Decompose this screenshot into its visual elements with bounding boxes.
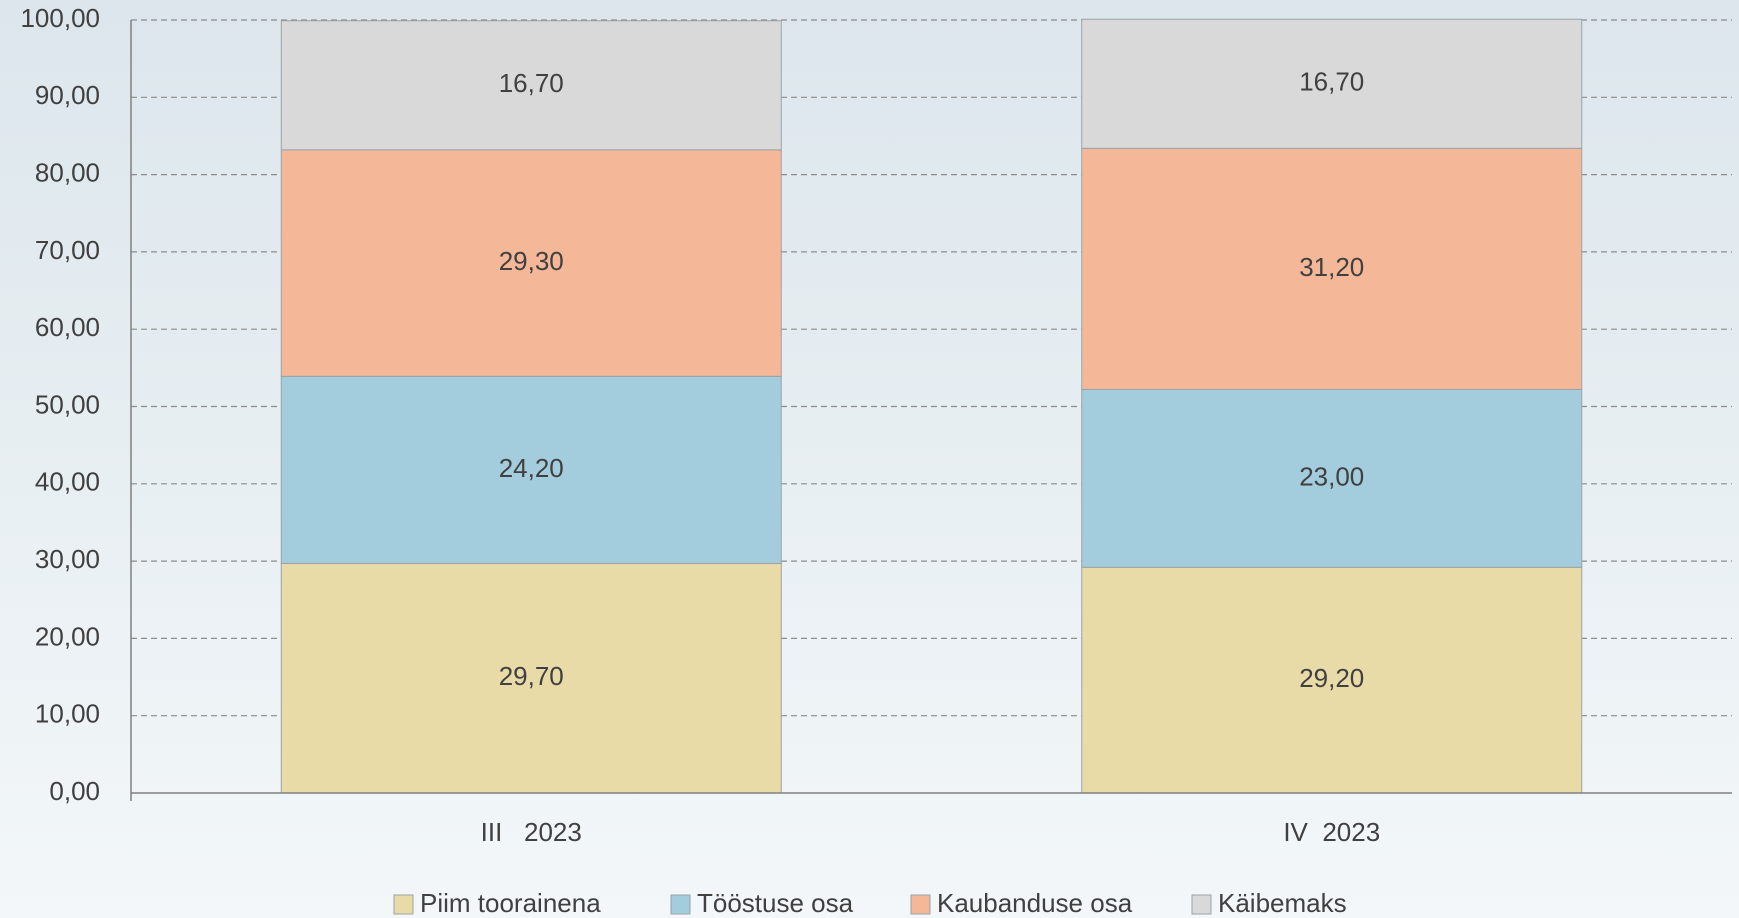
legend-label: Tööstuse osa [697,888,854,918]
bar-segment [1081,566,1583,794]
bar-segment [280,375,782,564]
bar-segment [1081,147,1583,390]
data-label: 31,20 [1299,252,1364,282]
y-tick-label: 20,00 [35,621,100,651]
y-tick-label: 0,00 [49,776,100,806]
legend-swatch [910,894,931,915]
y-tick-label: 30,00 [35,544,100,574]
legend-swatch [1191,894,1212,915]
bar-segment [1081,18,1583,149]
bar-segment [280,149,782,377]
legend-swatch [393,894,414,915]
data-label: 29,70 [499,661,564,691]
y-tick-label: 100,00 [20,3,100,33]
bar-segment [280,20,782,151]
data-label: 29,30 [499,246,564,276]
y-tick-label: 70,00 [35,235,100,265]
y-tick-label: 90,00 [35,80,100,110]
y-tick-label: 10,00 [35,699,100,729]
data-label: 16,70 [1299,67,1364,97]
x-tick-label: III 2023 [481,817,582,847]
data-label: 23,00 [1299,461,1364,491]
legend-label: Käibemaks [1218,888,1347,918]
y-tick-label: 40,00 [35,467,100,497]
legend-label: Kaubanduse osa [937,888,1133,918]
y-tick-label: 60,00 [35,312,100,342]
legend-swatch [670,894,691,915]
bar-segment [1081,388,1583,568]
y-tick-label: 80,00 [35,157,100,187]
data-label: 24,20 [499,453,564,483]
data-label: 29,20 [1299,663,1364,693]
bar-segment [280,562,782,794]
legend-label: Piim toorainena [420,888,601,918]
x-tick-label: IV 2023 [1283,817,1380,847]
y-tick-label: 50,00 [35,389,100,419]
data-label: 16,70 [499,68,564,98]
